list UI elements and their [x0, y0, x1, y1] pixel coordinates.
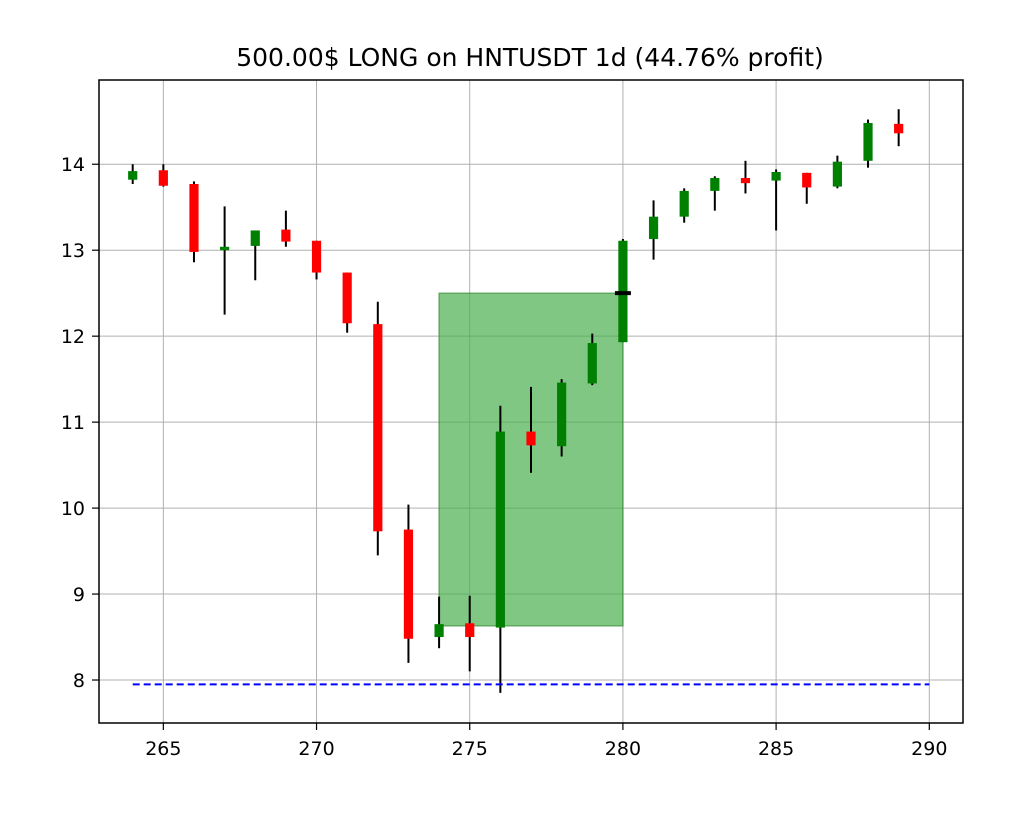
- y-axis-ticks: 8 9 10 11 12 13 14: [61, 154, 99, 692]
- candle-up: [434, 596, 444, 649]
- candle-body: [526, 431, 536, 446]
- candle-body: [802, 172, 812, 188]
- grid-lines: [99, 80, 963, 723]
- candle-body: [373, 324, 383, 532]
- chart-title: 500.00$ LONG on HNTUSDT 1d (44.76% profi…: [236, 43, 824, 72]
- x-tick-label: 265: [145, 738, 181, 760]
- x-tick-label: 275: [452, 738, 488, 760]
- candle-up: [557, 379, 567, 457]
- y-tick-label: 12: [61, 326, 85, 348]
- candle-body: [832, 161, 842, 187]
- candle-down: [281, 210, 291, 247]
- candle-up: [128, 164, 138, 185]
- candle-up: [648, 200, 659, 260]
- candle-body: [557, 382, 567, 447]
- candle-down: [526, 386, 536, 473]
- candle-down: [465, 595, 475, 672]
- candle-up: [710, 176, 720, 211]
- candle-down: [802, 172, 812, 204]
- overlay-layer: [132, 291, 930, 686]
- candle-body: [220, 246, 230, 251]
- candle-body: [281, 229, 291, 242]
- candle-down: [158, 164, 168, 187]
- y-tick-label: 11: [61, 412, 85, 434]
- candle-down: [740, 160, 751, 194]
- candles-layer: [128, 109, 904, 693]
- candle-up: [679, 188, 689, 223]
- candle-body: [648, 216, 659, 240]
- candle-up: [220, 206, 230, 315]
- candle-up: [587, 333, 597, 386]
- x-tick-label: 285: [758, 738, 794, 760]
- candle-body: [679, 190, 689, 217]
- x-tick-label: 290: [911, 738, 947, 760]
- y-tick-label: 14: [61, 154, 85, 176]
- candle-down: [189, 181, 199, 263]
- candle-body: [434, 624, 444, 638]
- plot-frame: [98, 79, 964, 724]
- candle-down: [373, 301, 383, 556]
- candle-body: [250, 230, 260, 246]
- candle-up: [618, 239, 628, 343]
- candle-body: [495, 431, 505, 628]
- x-tick-label: 270: [298, 738, 334, 760]
- candle-body: [128, 171, 138, 180]
- candle-up: [832, 155, 842, 189]
- candle-down: [311, 240, 322, 280]
- y-tick-label: 13: [61, 240, 85, 262]
- candle-down: [342, 272, 352, 333]
- candle-body: [189, 184, 199, 252]
- candle-body: [158, 170, 168, 186]
- candle-body: [403, 529, 414, 639]
- candle-down: [403, 504, 414, 663]
- y-tick-label: 9: [73, 584, 85, 606]
- candle-down: [894, 109, 904, 147]
- x-tick-label: 280: [605, 738, 641, 760]
- candle-up: [495, 405, 505, 693]
- candle-body: [863, 122, 873, 161]
- candle-body: [311, 240, 322, 273]
- candle-up: [863, 119, 873, 168]
- candle-body: [894, 123, 904, 134]
- candle-body: [710, 177, 720, 191]
- candle-body: [465, 623, 475, 638]
- candle-body: [342, 272, 352, 324]
- candle-up: [771, 169, 781, 231]
- y-tick-label: 8: [73, 670, 85, 692]
- candle-body: [771, 171, 781, 181]
- x-axis-ticks: 265 270 275 280 285 290: [145, 723, 947, 760]
- y-tick-label: 10: [61, 498, 85, 520]
- candle-body: [587, 343, 597, 384]
- candle-up: [250, 230, 260, 281]
- candle-body: [740, 177, 751, 184]
